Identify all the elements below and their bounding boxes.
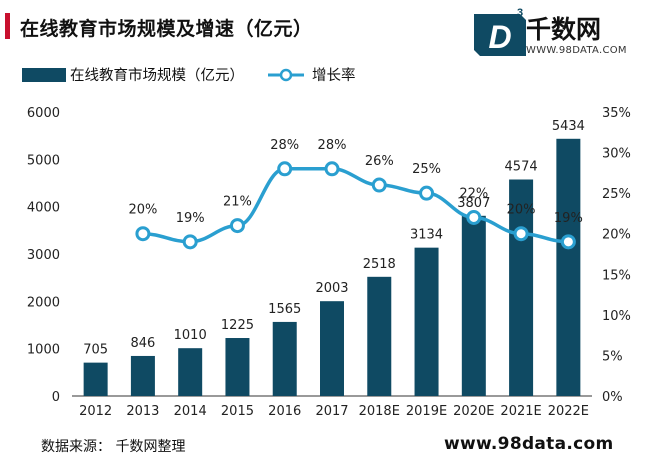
x-tick-label: 2016 (268, 404, 301, 419)
brand-logo: D 3 (474, 7, 526, 56)
bar-value-label: 2518 (363, 257, 396, 272)
growth-value-label: 19% (176, 211, 205, 226)
y-right-tick-label: 35% (602, 106, 631, 121)
growth-value-label: 20% (128, 203, 157, 218)
growth-point (229, 218, 245, 234)
growth-point (371, 177, 387, 193)
x-tick-label: 2015 (221, 404, 254, 419)
y-right-tick-label: 15% (602, 268, 631, 283)
bar-value-label: 1225 (221, 318, 254, 333)
bar (130, 355, 155, 396)
legend-item-line: 增长率 (266, 64, 356, 85)
bar (461, 215, 486, 396)
x-tick-label: 2012 (79, 404, 112, 419)
growth-point (419, 185, 435, 201)
bar (320, 301, 344, 396)
y-right-tick-label: 25% (602, 187, 631, 202)
growth-point (466, 209, 482, 225)
bar-value-label: 846 (130, 336, 155, 351)
legend-swatch-bar (22, 67, 66, 82)
bar-value-label: 3807 (457, 196, 490, 211)
growth-point (182, 234, 198, 250)
brand-url: WWW.98DATA.COM (526, 45, 627, 56)
y-left-tick-label: 6000 (27, 106, 60, 121)
brand-badge-letter: D (488, 19, 511, 55)
bar-value-label: 4574 (505, 159, 538, 174)
growth-value-label: 26% (365, 154, 394, 169)
growth-value-label: 28% (318, 138, 347, 153)
y-right-tick-label: 20% (602, 228, 631, 243)
growth-point (135, 226, 151, 242)
x-tick-label: 2014 (174, 404, 207, 419)
bar (83, 362, 108, 396)
legend-label-line: 增长率 (312, 68, 356, 84)
bar (556, 138, 581, 397)
bar-value-label: 1565 (268, 302, 301, 317)
growth-point (324, 161, 340, 177)
legend-label-bar: 在线教育市场规模（亿元） (70, 68, 244, 84)
x-tick-label: 2019E (406, 404, 447, 419)
y-left-tick-label: 1000 (27, 343, 60, 358)
x-tick-label: 2020E (453, 404, 494, 419)
bar (414, 247, 439, 396)
y-left-tick-label: 4000 (27, 201, 60, 216)
bar (178, 348, 203, 396)
chart-legend: 在线教育市场规模（亿元） 增长率 (22, 64, 356, 85)
growth-value-label: 19% (554, 211, 583, 226)
y-left-tick-label: 3000 (27, 248, 60, 263)
growth-value-label: 21% (223, 195, 252, 210)
growth-value-label: 22% (459, 186, 488, 201)
legend-swatch-line (268, 68, 304, 81)
growth-value-label: 25% (412, 162, 441, 177)
y-right-tick-label: 10% (602, 309, 631, 324)
website-url: www.98data.com (444, 434, 614, 454)
title-accent-bar (5, 13, 10, 39)
y-right-tick-label: 0% (602, 390, 623, 405)
bar-value-label: 705 (83, 343, 108, 358)
brand-badge-sup: 3 (517, 7, 523, 19)
bar (225, 338, 250, 396)
growth-point (513, 226, 529, 242)
x-tick-label: 2022E (548, 404, 589, 419)
bar-value-label: 5434 (552, 119, 585, 134)
y-right-tick-label: 5% (602, 349, 623, 364)
brand-name: 千数网 (526, 15, 602, 44)
growth-point (560, 234, 576, 250)
y-right-tick-label: 30% (602, 147, 631, 162)
growth-line (142, 167, 569, 244)
chart-title: 在线教育市场规模及增速（亿元） (20, 18, 313, 40)
bar-value-label: 3134 (410, 228, 443, 243)
bar (272, 321, 297, 396)
legend-item-bar: 在线教育市场规模（亿元） (22, 64, 244, 85)
x-tick-label: 2017 (315, 404, 348, 419)
bar (509, 179, 534, 396)
y-left-tick-label: 0 (52, 390, 60, 405)
x-tick-label: 2018E (359, 404, 400, 419)
growth-value-label: 20% (507, 203, 536, 218)
y-left-tick-label: 5000 (27, 153, 60, 168)
y-left-tick-label: 2000 (27, 295, 60, 310)
x-tick-label: 2021E (500, 404, 541, 419)
growth-point (277, 161, 293, 177)
bar-value-label: 1010 (174, 328, 207, 343)
growth-value-label: 28% (270, 138, 299, 153)
x-tick-label: 2013 (126, 404, 159, 419)
data-source: 数据来源： 千数网整理 (41, 439, 186, 455)
bar (367, 276, 392, 396)
bar-value-label: 2003 (315, 281, 348, 296)
